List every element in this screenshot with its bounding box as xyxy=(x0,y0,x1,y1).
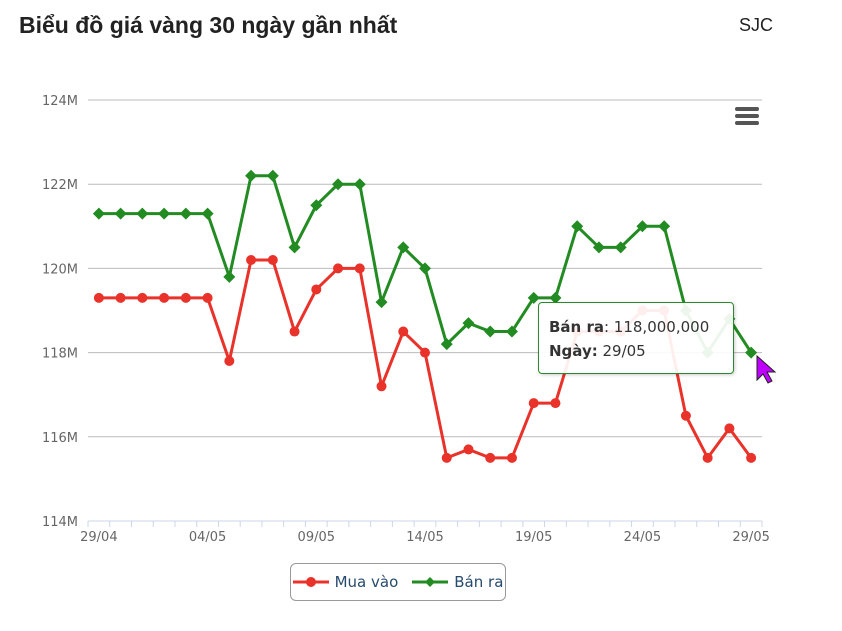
tooltip-date-label: Ngày: xyxy=(549,342,598,360)
cursor-icon xyxy=(756,354,777,384)
data-point xyxy=(592,241,605,254)
data-point xyxy=(658,220,671,233)
x-tick-label: 14/05 xyxy=(406,530,443,545)
legend-label: Bán ra xyxy=(454,573,504,591)
y-tick-label: 116M xyxy=(42,431,78,446)
data-point xyxy=(332,178,345,191)
x-tick-label: 19/05 xyxy=(515,530,552,545)
data-point xyxy=(463,444,474,455)
data-point xyxy=(485,452,496,463)
y-tick-label: 120M xyxy=(42,262,78,277)
data-point xyxy=(333,263,344,274)
data-point xyxy=(375,296,388,309)
tooltip-value: : 118,000,000 xyxy=(603,318,710,336)
data-point xyxy=(93,292,104,303)
data-point xyxy=(527,291,540,304)
data-point xyxy=(179,207,192,220)
data-point xyxy=(571,220,584,233)
tooltip-date: 29/05 xyxy=(597,342,646,360)
data-point xyxy=(159,292,170,303)
data-point xyxy=(137,292,148,303)
data-point xyxy=(505,325,518,338)
data-point xyxy=(353,178,366,191)
data-point xyxy=(702,452,713,463)
data-point xyxy=(549,291,562,304)
tooltip: Bán ra: 118,000,000 Ngày: 29/05 xyxy=(538,302,734,374)
data-point xyxy=(550,398,561,409)
data-point xyxy=(528,398,539,409)
x-tick-label: 09/05 xyxy=(298,530,335,545)
data-point xyxy=(440,338,453,351)
tooltip-series: Bán ra xyxy=(549,318,604,336)
data-point xyxy=(266,169,279,182)
data-point xyxy=(202,292,213,303)
data-point xyxy=(354,263,365,274)
data-point xyxy=(397,241,410,254)
legend: Mua vào Bán ra xyxy=(290,563,506,601)
data-point xyxy=(223,270,236,283)
x-tick-label: 29/04 xyxy=(80,530,117,545)
data-point xyxy=(506,452,517,463)
hamburger-icon[interactable] xyxy=(735,107,759,127)
y-tick-label: 122M xyxy=(42,178,78,193)
data-point xyxy=(267,254,278,265)
x-tick-label: 04/05 xyxy=(189,530,226,545)
y-tick-label: 124M xyxy=(42,94,78,109)
legend-item-ban-ra[interactable]: Bán ra xyxy=(412,573,503,591)
data-point xyxy=(746,452,757,463)
data-point xyxy=(724,423,735,434)
data-point xyxy=(614,241,627,254)
legend-label: Mua vào xyxy=(334,573,399,591)
legend-item-mua-vao[interactable]: Mua vào xyxy=(292,573,399,591)
x-tick-label: 29/05 xyxy=(732,530,769,545)
data-point xyxy=(245,169,258,182)
data-point xyxy=(441,452,452,463)
data-point xyxy=(462,317,475,330)
data-point xyxy=(289,326,300,337)
y-tick-label: 114M xyxy=(42,515,78,530)
x-tick-label: 24/05 xyxy=(624,530,661,545)
data-point xyxy=(136,207,149,220)
data-point xyxy=(224,356,235,367)
data-point xyxy=(311,284,322,295)
data-point xyxy=(419,262,431,275)
data-point xyxy=(745,346,758,359)
brand-label: SJC xyxy=(739,15,774,35)
data-point xyxy=(288,241,301,254)
data-point xyxy=(115,292,126,303)
chart-title: Biểu đồ giá vàng 30 ngày gần nhất xyxy=(19,12,398,38)
data-point xyxy=(92,207,105,220)
data-point xyxy=(180,292,191,303)
data-point xyxy=(158,207,171,220)
data-point xyxy=(680,410,691,421)
data-point xyxy=(484,325,497,338)
data-point xyxy=(398,326,409,337)
data-point xyxy=(636,220,649,233)
data-point xyxy=(376,381,387,392)
data-point xyxy=(246,254,257,265)
data-point xyxy=(201,207,214,220)
data-point xyxy=(114,207,127,220)
data-point xyxy=(310,199,323,212)
data-point xyxy=(420,347,430,358)
y-tick-label: 118M xyxy=(42,347,78,362)
